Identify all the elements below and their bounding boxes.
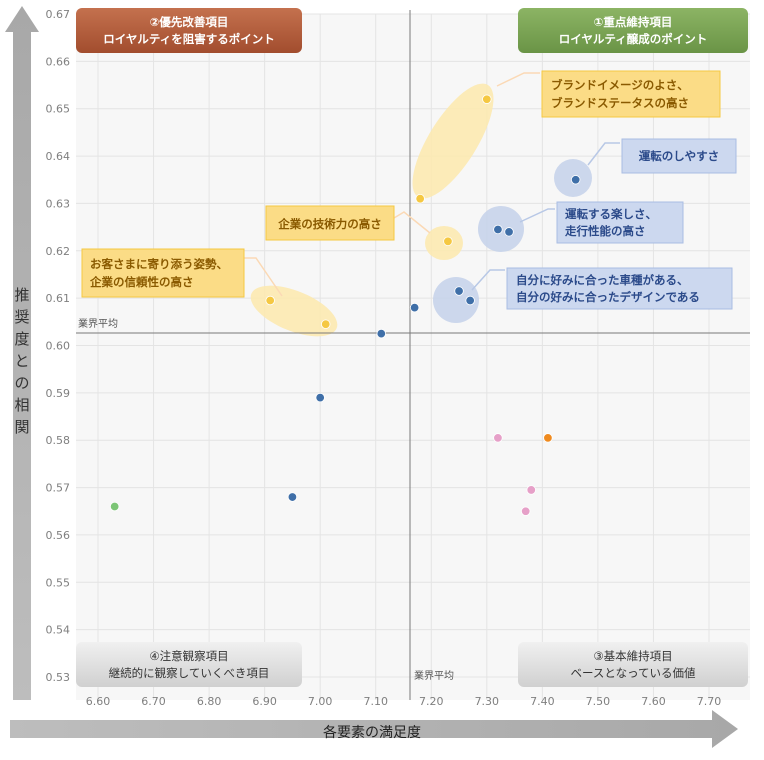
y-tick-label: 0.57: [46, 482, 71, 495]
highlight-group-match: [433, 277, 479, 323]
svg-text:ロイヤルティを阻害するポイント: ロイヤルティを阻害するポイント: [103, 32, 274, 46]
y-tick-label: 0.62: [46, 245, 71, 258]
y-tick-label: 0.54: [46, 624, 71, 637]
x-tick-label: 6.90: [252, 695, 277, 708]
x-tick-label: 7.20: [419, 695, 444, 708]
y-tick-label: 0.59: [46, 387, 71, 400]
x-tick-label: 7.00: [308, 695, 333, 708]
x-tick-label: 7.60: [641, 695, 666, 708]
y-tick-label: 0.66: [46, 55, 71, 68]
y-tick-label: 0.63: [46, 197, 71, 210]
quadrant-watch: ④注意観察項目 継続的に観察していくべき項目: [76, 642, 302, 687]
y-tick-label: 0.67: [46, 8, 71, 21]
data-point: [376, 328, 386, 339]
data-point: [482, 94, 492, 104]
y-tick-label: 0.56: [46, 529, 71, 542]
data-point: [493, 224, 503, 235]
y-tick-label: 0.53: [46, 671, 71, 684]
y-axis-arrow: [5, 6, 39, 700]
svg-text:企業の技術力の高さ: 企業の技術力の高さ: [277, 217, 382, 231]
y-tick-label: 0.58: [46, 434, 71, 447]
svg-text:継続的に観察していくべき項目: 継続的に観察していくべき項目: [109, 666, 270, 680]
svg-text:お客さまに寄り添う姿勢、: お客さまに寄り添う姿勢、: [90, 257, 228, 271]
data-point: [287, 492, 298, 502]
data-point: [409, 302, 420, 313]
x-tick-label: 6.80: [197, 695, 222, 708]
data-point: [415, 193, 425, 204]
annotation-tech: 企業の技術力の高さ: [265, 205, 395, 241]
data-point: [265, 295, 275, 306]
data-point: [315, 392, 325, 403]
scatter-points: [109, 94, 581, 516]
x-tick-label: 6.70: [141, 695, 166, 708]
y-tick-label: 0.61: [46, 292, 71, 305]
annotation-easy: 運転のしやすさ: [621, 138, 737, 174]
data-point: [504, 227, 514, 237]
svg-text:企業の信頼性の高さ: 企業の信頼性の高さ: [89, 275, 194, 289]
x-axis-label: 各要素の満足度: [323, 725, 421, 741]
y-ticks: 0.53 0.54 0.55 0.56 0.57 0.58 0.59 0.60 0.61 0.62…: [46, 8, 71, 684]
svg-text:自分に好みに合った車種がある、: 自分に好みに合った車種がある、: [516, 273, 689, 287]
svg-text:走行性能の高さ: 走行性能の高さ: [564, 224, 646, 238]
data-point: [543, 433, 553, 443]
x-tick-label: 7.30: [475, 695, 500, 708]
y-tick-label: 0.55: [46, 576, 71, 589]
svg-text:ベースとなっている価値: ベースとなっている価値: [570, 666, 696, 680]
quadrant-basic-maintain: ③基本維持項目 ベースとなっている価値: [518, 642, 748, 687]
quadrant-key-maintain: ①重点維持項目 ロイヤルティ醸成のポイント: [518, 8, 748, 53]
y-axis-label: 推奨度との相関: [14, 286, 29, 436]
data-point: [570, 175, 581, 185]
x-tick-label: 6.60: [86, 695, 111, 708]
svg-text:④注意観察項目: ④注意観察項目: [149, 649, 228, 663]
annotation-match: 自分に好みに合った車種がある、 自分の好みに合ったデザインである: [506, 267, 733, 310]
y-axis-label-text: 推奨度との相関: [14, 286, 29, 436]
svg-text:ブランドステータスの高さ: ブランドステータスの高さ: [551, 96, 689, 110]
annotation-connectors-blue: [471, 142, 620, 291]
annotation-connectors: [244, 72, 540, 297]
data-point: [109, 501, 120, 512]
x-tick-label: 7.40: [530, 695, 555, 708]
data-point: [321, 319, 331, 329]
quadrant-priority-improve: ②優先改善項目 ロイヤルティを阻害するポイント: [76, 8, 302, 53]
svg-text:③基本維持項目: ③基本維持項目: [593, 649, 672, 663]
annotation-brand: ブランドイメージのよさ、 ブランドステータスの高さ: [541, 70, 721, 118]
data-point: [521, 506, 531, 516]
y-tick-label: 0.65: [46, 103, 71, 116]
data-point: [526, 485, 536, 495]
svg-text:自分の好みに合ったデザインである: 自分の好みに合ったデザインである: [516, 290, 700, 304]
svg-text:ブランドイメージのよさ、: ブランドイメージのよさ、: [551, 78, 689, 92]
svg-text:②優先改善項目: ②優先改善項目: [150, 15, 229, 29]
highlight-group-brand: [412, 83, 494, 199]
x-axis-arrow: [10, 710, 738, 748]
annotation-trust: お客さまに寄り添う姿勢、 企業の信頼性の高さ: [81, 248, 245, 298]
data-point: [443, 236, 453, 247]
x-ticks: 6.60 6.70 6.80 6.90 7.00 7.10 7.20 7.30 7.40 7.50…: [86, 695, 722, 708]
y-tick-label: 0.60: [46, 340, 71, 353]
x-tick-label: 7.50: [586, 695, 611, 708]
data-point: [465, 295, 475, 306]
data-point: [493, 433, 503, 443]
x-tick-label: 7.10: [363, 695, 388, 708]
svg-text:運転する楽しさ、: 運転する楽しさ、: [565, 207, 657, 221]
y-tick-label: 0.64: [46, 150, 71, 163]
svg-text:ロイヤルティ醸成のポイント: ロイヤルティ醸成のポイント: [559, 32, 707, 46]
x-tick-label: 7.70: [697, 695, 722, 708]
plot-area: [76, 14, 750, 700]
svg-text:①重点維持項目: ①重点維持項目: [594, 15, 673, 29]
svg-text:運転のしやすさ: 運転のしやすさ: [639, 149, 719, 163]
industry-average-label-horizontal: 業界平均: [78, 317, 118, 330]
data-point: [454, 286, 464, 296]
annotation-fun: 運転する楽しさ、 走行性能の高さ: [556, 201, 684, 244]
industry-average-label-vertical: 業界平均: [414, 669, 454, 682]
